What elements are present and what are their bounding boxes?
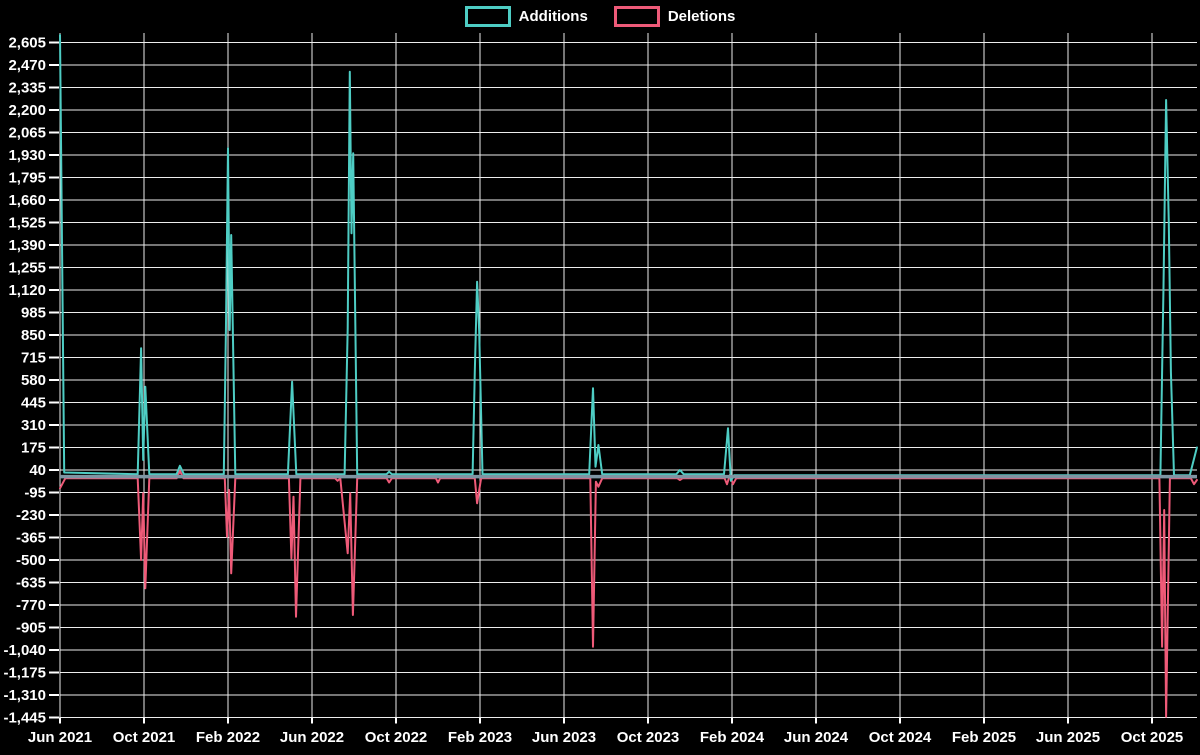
x-axis-labels: Jun 2021 Oct 2021 Feb 2022 Jun 2022 Oct 2022… bbox=[28, 729, 1183, 746]
svg-text:Feb 2024: Feb 2024 bbox=[700, 729, 765, 746]
deletions-swatch-icon bbox=[613, 6, 660, 27]
svg-text:Feb 2023: Feb 2023 bbox=[448, 729, 512, 746]
svg-text:2,470: 2,470 bbox=[8, 57, 46, 74]
svg-text:-635: -635 bbox=[16, 575, 46, 592]
axis-ticks bbox=[49, 41, 1153, 724]
y-axis-labels: 2,605 2,470 2,335 2,200 2,065 1,930 1,795 1,660… bbox=[3, 35, 46, 727]
svg-text:Feb 2022: Feb 2022 bbox=[196, 729, 260, 746]
svg-text:2,605: 2,605 bbox=[8, 35, 46, 52]
svg-text:2,065: 2,065 bbox=[8, 125, 46, 142]
svg-text:Jun 2022: Jun 2022 bbox=[280, 729, 344, 746]
svg-text:1,930: 1,930 bbox=[8, 147, 46, 164]
svg-text:-1,445: -1,445 bbox=[3, 710, 46, 727]
svg-text:Oct 2023: Oct 2023 bbox=[617, 729, 680, 746]
svg-text:-1,310: -1,310 bbox=[3, 687, 46, 704]
svg-text:175: 175 bbox=[21, 440, 46, 457]
svg-text:-500: -500 bbox=[16, 552, 46, 569]
svg-text:715: 715 bbox=[21, 350, 46, 367]
svg-text:1,525: 1,525 bbox=[8, 215, 46, 232]
svg-text:-230: -230 bbox=[16, 507, 46, 524]
series-lines bbox=[59, 34, 1198, 718]
svg-text:850: 850 bbox=[21, 327, 46, 344]
svg-text:985: 985 bbox=[21, 305, 46, 322]
svg-text:310: 310 bbox=[21, 417, 46, 434]
svg-text:1,120: 1,120 bbox=[8, 282, 46, 299]
svg-text:Jun 2024: Jun 2024 bbox=[784, 729, 849, 746]
chart-legend: Additions Deletions bbox=[0, 6, 1200, 27]
legend-item-additions[interactable]: Additions bbox=[464, 6, 588, 27]
svg-text:-365: -365 bbox=[16, 530, 46, 547]
svg-text:Jun 2025: Jun 2025 bbox=[1036, 729, 1100, 746]
svg-text:1,795: 1,795 bbox=[8, 170, 46, 187]
svg-text:1,255: 1,255 bbox=[8, 260, 46, 277]
legend-label-additions: Additions bbox=[518, 8, 588, 25]
svg-text:Oct 2022: Oct 2022 bbox=[365, 729, 428, 746]
series-line-deletions bbox=[59, 469, 1198, 718]
gridlines bbox=[59, 33, 1197, 719]
svg-text:40: 40 bbox=[29, 462, 46, 479]
svg-text:Jun 2021: Jun 2021 bbox=[28, 729, 92, 746]
svg-text:580: 580 bbox=[21, 372, 46, 389]
svg-text:-905: -905 bbox=[16, 620, 46, 637]
legend-item-deletions[interactable]: Deletions bbox=[613, 6, 736, 27]
svg-text:1,390: 1,390 bbox=[8, 237, 46, 254]
legend-label-deletions: Deletions bbox=[667, 8, 736, 25]
svg-text:Oct 2021: Oct 2021 bbox=[113, 729, 176, 746]
svg-text:-95: -95 bbox=[24, 485, 46, 502]
svg-text:2,335: 2,335 bbox=[8, 80, 46, 97]
series-line-additions bbox=[59, 34, 1198, 482]
svg-text:Oct 2024: Oct 2024 bbox=[869, 729, 932, 746]
svg-text:-770: -770 bbox=[16, 597, 46, 614]
svg-text:Jun 2023: Jun 2023 bbox=[532, 729, 596, 746]
svg-text:2,200: 2,200 bbox=[8, 102, 46, 119]
svg-text:Feb 2025: Feb 2025 bbox=[952, 729, 1016, 746]
svg-text:-1,040: -1,040 bbox=[3, 642, 46, 659]
svg-text:Oct 2025: Oct 2025 bbox=[1121, 729, 1184, 746]
svg-text:445: 445 bbox=[21, 395, 46, 412]
svg-text:1,660: 1,660 bbox=[8, 192, 46, 209]
svg-text:-1,175: -1,175 bbox=[3, 665, 46, 682]
additions-swatch-icon bbox=[464, 6, 511, 27]
